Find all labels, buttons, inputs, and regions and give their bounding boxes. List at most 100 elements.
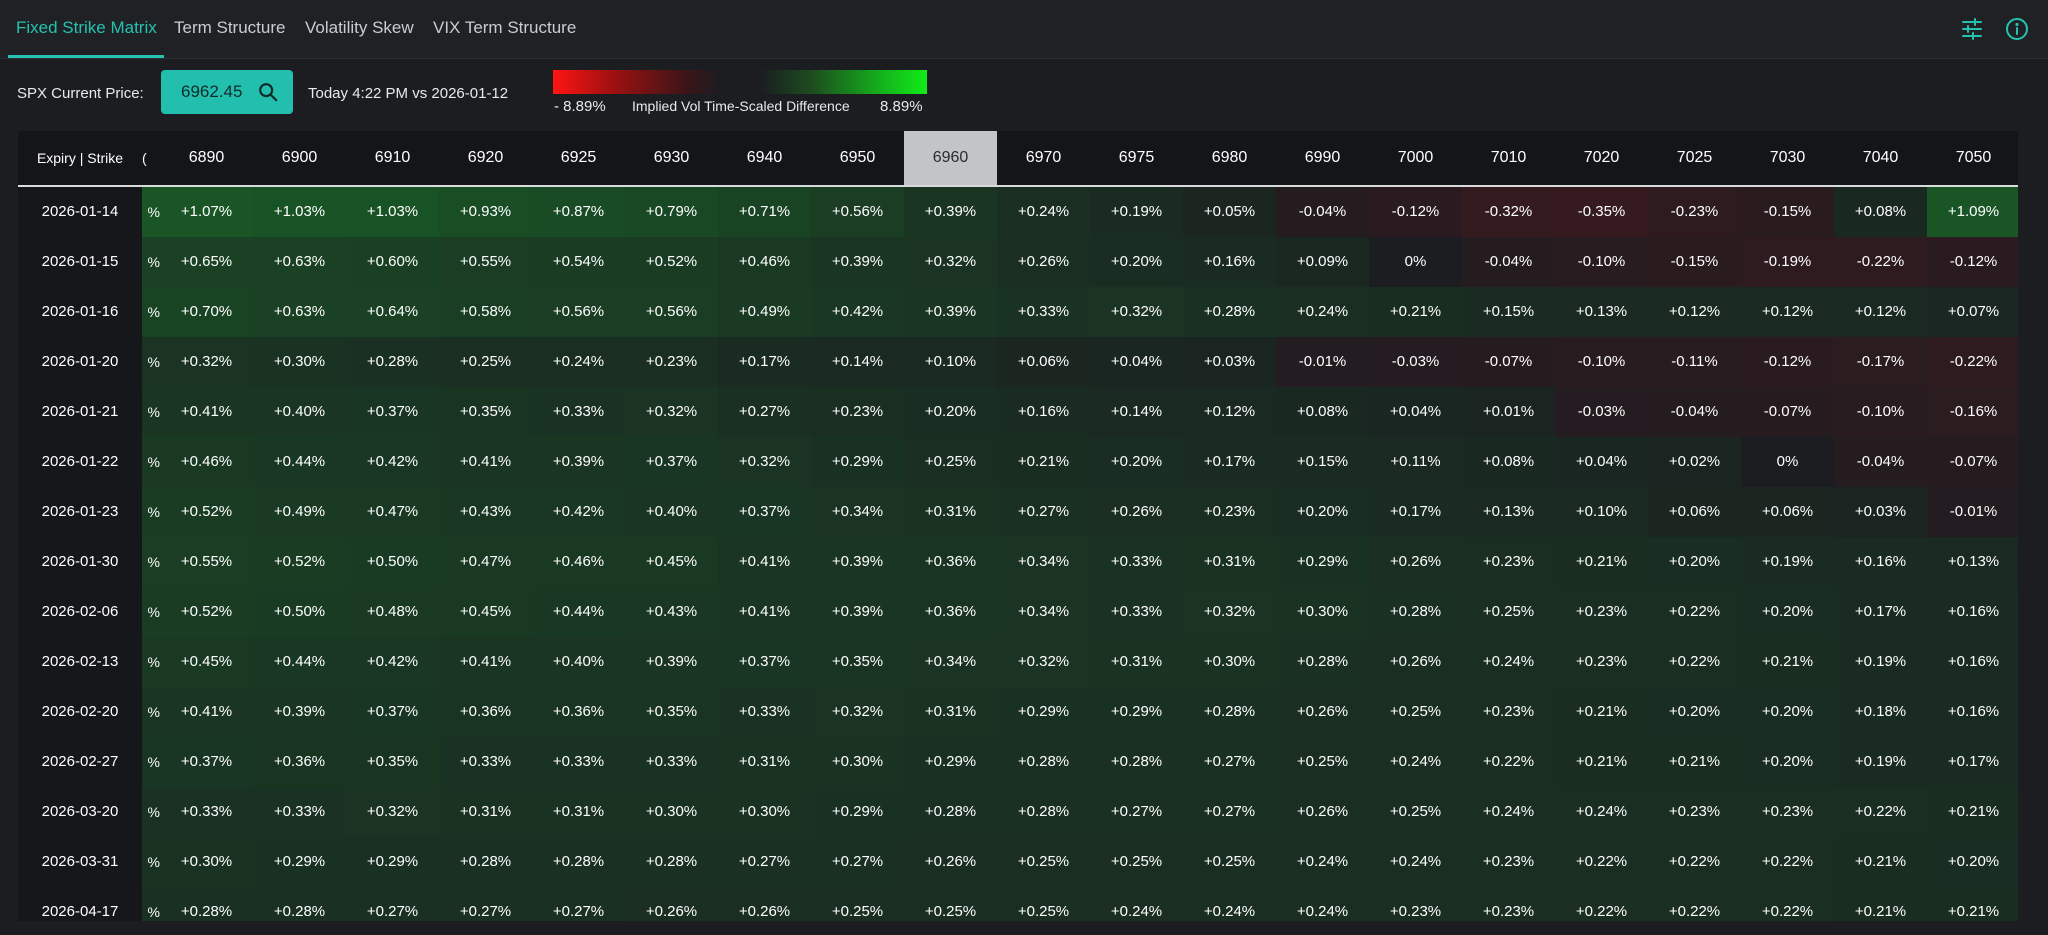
matrix-cell[interactable]: -0.10% bbox=[1555, 237, 1648, 287]
matrix-cell[interactable]: +0.28% bbox=[997, 737, 1090, 787]
matrix-cell[interactable]: +0.42% bbox=[811, 287, 904, 337]
matrix-cell[interactable]: +0.50% bbox=[346, 537, 439, 587]
matrix-cell[interactable]: +0.27% bbox=[997, 487, 1090, 537]
matrix-cell[interactable]: +0.24% bbox=[997, 187, 1090, 237]
matrix-cell[interactable]: +0.32% bbox=[160, 337, 253, 387]
matrix-cell[interactable]: +0.23% bbox=[811, 387, 904, 437]
matrix-cell[interactable]: +0.28% bbox=[1090, 737, 1183, 787]
matrix-cell[interactable]: +0.10% bbox=[904, 337, 997, 387]
matrix-cell[interactable]: 0% bbox=[1741, 437, 1834, 487]
matrix-cell[interactable]: +0.25% bbox=[811, 887, 904, 921]
matrix-cell[interactable]: -0.04% bbox=[1276, 187, 1369, 237]
matrix-cell[interactable]: +0.55% bbox=[160, 537, 253, 587]
matrix-cell[interactable]: +0.21% bbox=[1741, 637, 1834, 687]
matrix-cell[interactable]: +0.31% bbox=[904, 687, 997, 737]
matrix-cell[interactable]: +0.31% bbox=[532, 787, 625, 837]
matrix-cell[interactable]: +0.36% bbox=[439, 687, 532, 737]
matrix-cell[interactable]: +0.06% bbox=[1741, 487, 1834, 537]
matrix-cell[interactable]: +0.21% bbox=[1927, 787, 2018, 837]
matrix-cell[interactable]: -0.04% bbox=[1462, 237, 1555, 287]
matrix-cell[interactable]: +0.39% bbox=[532, 437, 625, 487]
matrix-cell[interactable]: +0.63% bbox=[253, 237, 346, 287]
matrix-cell[interactable]: +0.25% bbox=[904, 437, 997, 487]
matrix-cell[interactable]: +0.47% bbox=[439, 537, 532, 587]
matrix-cell[interactable]: +0.25% bbox=[1090, 837, 1183, 887]
matrix-cell[interactable]: +0.24% bbox=[1555, 787, 1648, 837]
matrix-cell[interactable]: +0.04% bbox=[1090, 337, 1183, 387]
matrix-cell[interactable]: +0.20% bbox=[1648, 687, 1741, 737]
matrix-cell[interactable]: +0.25% bbox=[1276, 737, 1369, 787]
matrix-cell[interactable]: +0.37% bbox=[625, 437, 718, 487]
matrix-cell[interactable]: +0.20% bbox=[1927, 837, 2018, 887]
matrix-cell[interactable]: +0.23% bbox=[1369, 887, 1462, 921]
strike-header-7030[interactable]: 7030 bbox=[1769, 149, 1806, 166]
strike-header-6960[interactable]: 6960 bbox=[904, 131, 997, 185]
matrix-cell[interactable]: +0.19% bbox=[1834, 637, 1927, 687]
matrix-cell[interactable]: +0.29% bbox=[904, 737, 997, 787]
matrix-cell[interactable]: +0.03% bbox=[1834, 487, 1927, 537]
strike-header-7040[interactable]: 7040 bbox=[1862, 149, 1899, 166]
matrix-cell[interactable]: +0.12% bbox=[1648, 287, 1741, 337]
matrix-cell[interactable]: +0.44% bbox=[253, 637, 346, 687]
matrix-cell[interactable]: +0.03% bbox=[1183, 337, 1276, 387]
matrix-cell[interactable]: +0.30% bbox=[1183, 637, 1276, 687]
tab-fixed-strike-matrix[interactable]: Fixed Strike Matrix bbox=[16, 18, 157, 37]
matrix-cell[interactable]: +0.13% bbox=[1555, 287, 1648, 337]
matrix-cell[interactable]: +0.23% bbox=[1183, 487, 1276, 537]
matrix-cell[interactable]: +0.32% bbox=[1183, 587, 1276, 637]
matrix-cell[interactable]: +0.28% bbox=[1183, 687, 1276, 737]
matrix-cell[interactable]: +0.14% bbox=[1090, 387, 1183, 437]
matrix-cell[interactable]: +0.30% bbox=[253, 337, 346, 387]
matrix-cell[interactable]: +0.22% bbox=[1648, 887, 1741, 921]
matrix-cell[interactable]: +0.49% bbox=[718, 287, 811, 337]
matrix-cell[interactable]: +0.34% bbox=[997, 587, 1090, 637]
matrix-cell[interactable]: +0.52% bbox=[625, 237, 718, 287]
matrix-cell[interactable]: +0.70% bbox=[160, 287, 253, 337]
matrix-cell[interactable]: +0.30% bbox=[625, 787, 718, 837]
matrix-cell[interactable]: +0.43% bbox=[439, 487, 532, 537]
matrix-cell[interactable]: +0.28% bbox=[1183, 287, 1276, 337]
strike-header-6890[interactable]: 6890 bbox=[188, 149, 225, 166]
matrix-cell[interactable]: +1.07% bbox=[160, 187, 253, 237]
matrix-cell[interactable]: +0.40% bbox=[625, 487, 718, 537]
matrix-cell[interactable]: +0.11% bbox=[1369, 437, 1462, 487]
matrix-cell[interactable]: +0.02% bbox=[1648, 437, 1741, 487]
matrix-cell[interactable]: +0.24% bbox=[1276, 287, 1369, 337]
matrix-cell[interactable]: +0.19% bbox=[1090, 187, 1183, 237]
matrix-cell[interactable]: +0.21% bbox=[1555, 687, 1648, 737]
matrix-cell[interactable]: +0.16% bbox=[1834, 537, 1927, 587]
matrix-cell[interactable]: +0.05% bbox=[1183, 187, 1276, 237]
matrix-cell[interactable]: +0.29% bbox=[997, 687, 1090, 737]
matrix-cell[interactable]: +0.26% bbox=[625, 887, 718, 921]
matrix-cell[interactable]: +0.45% bbox=[625, 537, 718, 587]
matrix-cell[interactable]: +0.36% bbox=[904, 537, 997, 587]
matrix-cell[interactable]: +0.24% bbox=[1183, 887, 1276, 921]
matrix-cell[interactable]: +0.24% bbox=[1090, 887, 1183, 921]
matrix-cell[interactable]: +0.33% bbox=[1090, 587, 1183, 637]
matrix-cell[interactable]: +0.27% bbox=[811, 837, 904, 887]
matrix-cell[interactable]: +0.25% bbox=[997, 887, 1090, 921]
strike-header-7025[interactable]: 7025 bbox=[1676, 149, 1713, 166]
matrix-cell[interactable]: +0.63% bbox=[253, 287, 346, 337]
matrix-cell[interactable]: +0.16% bbox=[1183, 237, 1276, 287]
matrix-cell[interactable]: 0% bbox=[1369, 237, 1462, 287]
matrix-cell[interactable]: +0.37% bbox=[718, 487, 811, 537]
matrix-cell[interactable]: +0.33% bbox=[1090, 537, 1183, 587]
matrix-cell[interactable]: +0.17% bbox=[1369, 487, 1462, 537]
matrix-cell[interactable]: +0.01% bbox=[1462, 387, 1555, 437]
matrix-cell[interactable]: +0.54% bbox=[532, 237, 625, 287]
matrix-cell[interactable]: -0.11% bbox=[1648, 337, 1741, 387]
strike-header-6930[interactable]: 6930 bbox=[653, 149, 690, 166]
matrix-cell[interactable]: +0.12% bbox=[1834, 287, 1927, 337]
matrix-cell[interactable]: +0.26% bbox=[1369, 637, 1462, 687]
matrix-cell[interactable]: +0.26% bbox=[1276, 787, 1369, 837]
matrix-cell[interactable]: +0.33% bbox=[997, 287, 1090, 337]
strike-header-6950[interactable]: 6950 bbox=[839, 149, 876, 166]
matrix-cell[interactable]: +0.33% bbox=[439, 737, 532, 787]
matrix-cell[interactable]: +0.23% bbox=[625, 337, 718, 387]
matrix-cell[interactable]: +0.23% bbox=[1462, 837, 1555, 887]
matrix-cell[interactable]: +0.23% bbox=[1555, 587, 1648, 637]
strike-header-6990[interactable]: 6990 bbox=[1304, 149, 1341, 166]
matrix-cell[interactable]: -0.04% bbox=[1648, 387, 1741, 437]
matrix-cell[interactable]: +0.34% bbox=[997, 537, 1090, 587]
